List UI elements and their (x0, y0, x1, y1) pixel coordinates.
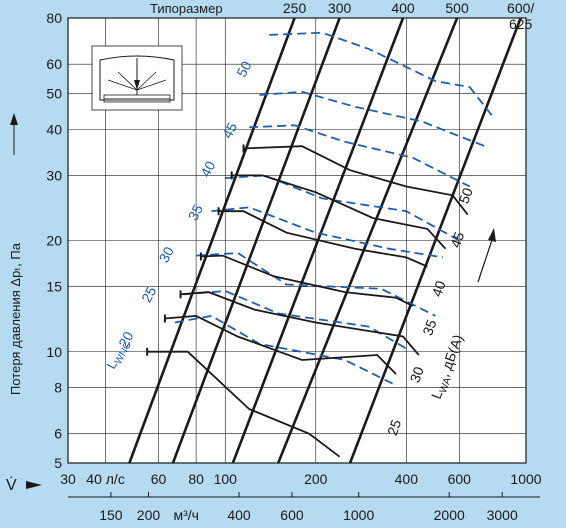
y-tick-label: 15 (46, 279, 62, 295)
lwa-curve-label: 25 (384, 417, 404, 437)
lwa-series-line (147, 350, 341, 458)
size-header: Типоразмер (150, 1, 223, 16)
lwnc-series-line (269, 31, 495, 119)
lwnc-series-line (225, 174, 460, 242)
lwa-series-line (200, 254, 414, 307)
lwnc-series-line (259, 90, 486, 148)
lwnc-lines (174, 31, 495, 385)
lwnc-curve-label: 35 (185, 202, 207, 223)
x-tick-label: 100 (214, 471, 238, 487)
lwa-curve-label: 35 (419, 317, 439, 337)
y-tick-label: 8 (54, 380, 62, 396)
size-label: 250 (283, 0, 307, 16)
lwa-curve-label: 45 (447, 229, 467, 249)
lwnc-series-line (211, 206, 444, 259)
lwa-arrow-icon (477, 228, 496, 283)
size-line (348, 18, 522, 463)
size-label: 600/ (507, 0, 534, 16)
y-tick-label: 40 (46, 121, 62, 137)
y-tick-label: 20 (46, 233, 62, 249)
lwa-series-line (231, 174, 447, 250)
lwnc-curve-label: 50 (233, 58, 255, 79)
y-axis-label: Потеря давления Δpₜ, Па (8, 113, 23, 395)
x-tick-label: 200 (304, 471, 328, 487)
grid (67, 17, 527, 464)
lwnc-curve-label: 25 (138, 284, 160, 305)
y-tick-label: 5 (54, 455, 62, 471)
x-tick-label: 60 (151, 471, 167, 487)
m3h-tick-label: 150 (99, 507, 123, 523)
y-tick-label: 30 (46, 167, 62, 183)
lwnc-series-line (249, 124, 471, 188)
lwnc-curve-label: 30 (155, 244, 177, 265)
y-tick-label: 50 (46, 85, 62, 101)
size-line (128, 18, 296, 463)
m3h-tick-label: 200 (137, 507, 161, 523)
y-axis-title: Потеря давления Δpₜ, Па (8, 242, 23, 395)
lwnc-series-line (184, 290, 407, 350)
y-tick-label: 60 (46, 56, 62, 72)
m3h-unit-label: м³/ч (173, 507, 198, 523)
lwa-curve-label: 30 (407, 364, 427, 384)
arrow-right-icon (26, 481, 42, 489)
size-label: 500 (445, 0, 469, 16)
lwnc-curve-label: 40 (197, 158, 219, 179)
lwa-curve-label: 40 (428, 278, 448, 298)
flow-symbol: V̇ (6, 476, 17, 494)
size-label: 625 (509, 16, 533, 32)
size-label: 400 (391, 0, 415, 16)
x-tick-label: 400 (395, 471, 419, 487)
y-tick-label: 6 (54, 426, 62, 442)
x-tick-label: 40 л/с (86, 471, 125, 487)
lwnc-curve-label: 45 (219, 120, 241, 141)
m3h-tick-label: 2000 (434, 507, 465, 523)
lwa-series-line (164, 314, 397, 375)
x-tick-label: 30 (60, 471, 76, 487)
lwa-lines (146, 144, 469, 458)
y-tick-label: 10 (46, 344, 62, 360)
lwnc-curve-label: 20 (115, 329, 137, 350)
size-line (171, 18, 341, 463)
x-tick-label: 80 (188, 471, 204, 487)
lwa-series-line (180, 291, 420, 356)
y-tick-label: 80 (46, 10, 62, 26)
diffuser-icon (91, 45, 183, 111)
m3h-tick-label: 1000 (343, 507, 374, 523)
lwa-series-line (218, 210, 428, 268)
lwa-series-line (243, 145, 469, 216)
m3h-tick-label: 400 (227, 507, 251, 523)
axis-ticks: 5 6 8 10 15 20 30 40 50 60 80 30 40 л/с 60 80 100 200 400… (46, 10, 541, 523)
size-line (277, 18, 459, 463)
m3h-tick-label: 600 (280, 507, 304, 523)
lwa-curve-label: 50 (455, 185, 475, 205)
m3h-tick-label: 3000 (487, 507, 518, 523)
size-label: 300 (328, 0, 352, 16)
x-tick-label: 600 (448, 471, 472, 487)
x-tick-label: 1000 (510, 471, 541, 487)
lwnc-series-line (196, 252, 436, 317)
